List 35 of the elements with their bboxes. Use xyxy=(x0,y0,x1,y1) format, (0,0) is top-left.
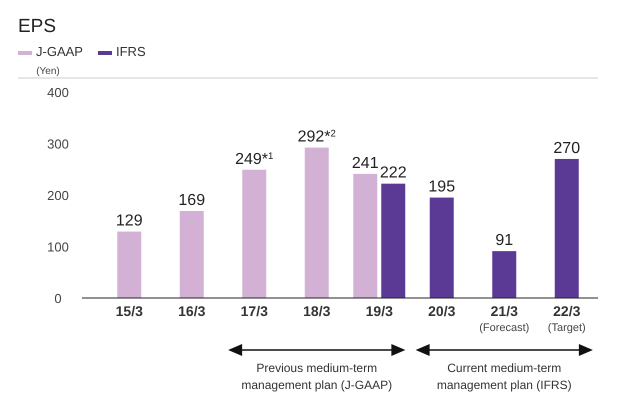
data-label: 241 xyxy=(352,154,379,172)
data-label: 270 xyxy=(553,140,580,157)
x-tick-label: 19/3 xyxy=(366,303,394,319)
y-tick-label: 300 xyxy=(47,136,69,152)
x-tick-label: 15/3 xyxy=(116,303,144,319)
x-tick-label: 22/3 (Target) xyxy=(548,303,586,334)
text: Current medium-term management plan (IFRS) xyxy=(436,361,572,392)
bar xyxy=(492,251,516,298)
bar xyxy=(554,158,579,298)
y-tick-label: 100 xyxy=(47,240,69,254)
data-label: 169 xyxy=(178,192,206,209)
x-tick-label: 17/3 xyxy=(240,303,268,319)
text: Previous medium-term management plan (J-GAAP) xyxy=(241,361,392,392)
bar xyxy=(180,210,204,298)
bar xyxy=(430,198,454,298)
bar xyxy=(304,148,329,298)
x-tick-label: 18/3 xyxy=(303,303,331,319)
y-tick-label: 0 xyxy=(54,291,62,306)
y-axis-title: (Yen) xyxy=(36,66,60,77)
data-label: 129 xyxy=(116,212,143,230)
y-tick-label: 400 xyxy=(47,85,69,100)
data-label: 195 xyxy=(428,178,456,196)
legend-label: IFRS xyxy=(116,44,146,59)
data-label: 249*$^{1}$ xyxy=(235,150,274,168)
bar xyxy=(242,170,266,298)
x-tick-label: 20/3 xyxy=(428,303,456,319)
data-label: 91 xyxy=(495,232,514,250)
data-label: 222 xyxy=(380,164,407,182)
data-label: 292*$^{2}$ xyxy=(298,128,336,146)
y-tick-label: 200 xyxy=(47,188,69,203)
bar xyxy=(117,232,142,298)
legend-label: J-GAAP xyxy=(36,44,83,59)
x-tick-label: 21/3 (Forecast) xyxy=(479,303,530,334)
x-tick-label: 16/3 xyxy=(178,303,206,319)
chart-title: EPS xyxy=(18,16,56,37)
